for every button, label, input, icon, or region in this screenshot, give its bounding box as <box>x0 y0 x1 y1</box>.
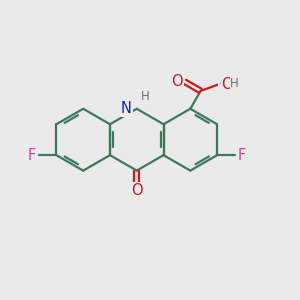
Text: N: N <box>121 101 131 116</box>
Text: OH: OH <box>219 78 237 91</box>
Text: H: H <box>230 77 239 90</box>
Text: O: O <box>131 183 142 198</box>
Text: F: F <box>28 148 36 163</box>
Text: O: O <box>171 74 182 89</box>
Text: F: F <box>238 148 246 163</box>
Text: H: H <box>141 91 150 103</box>
Text: O: O <box>221 77 233 92</box>
